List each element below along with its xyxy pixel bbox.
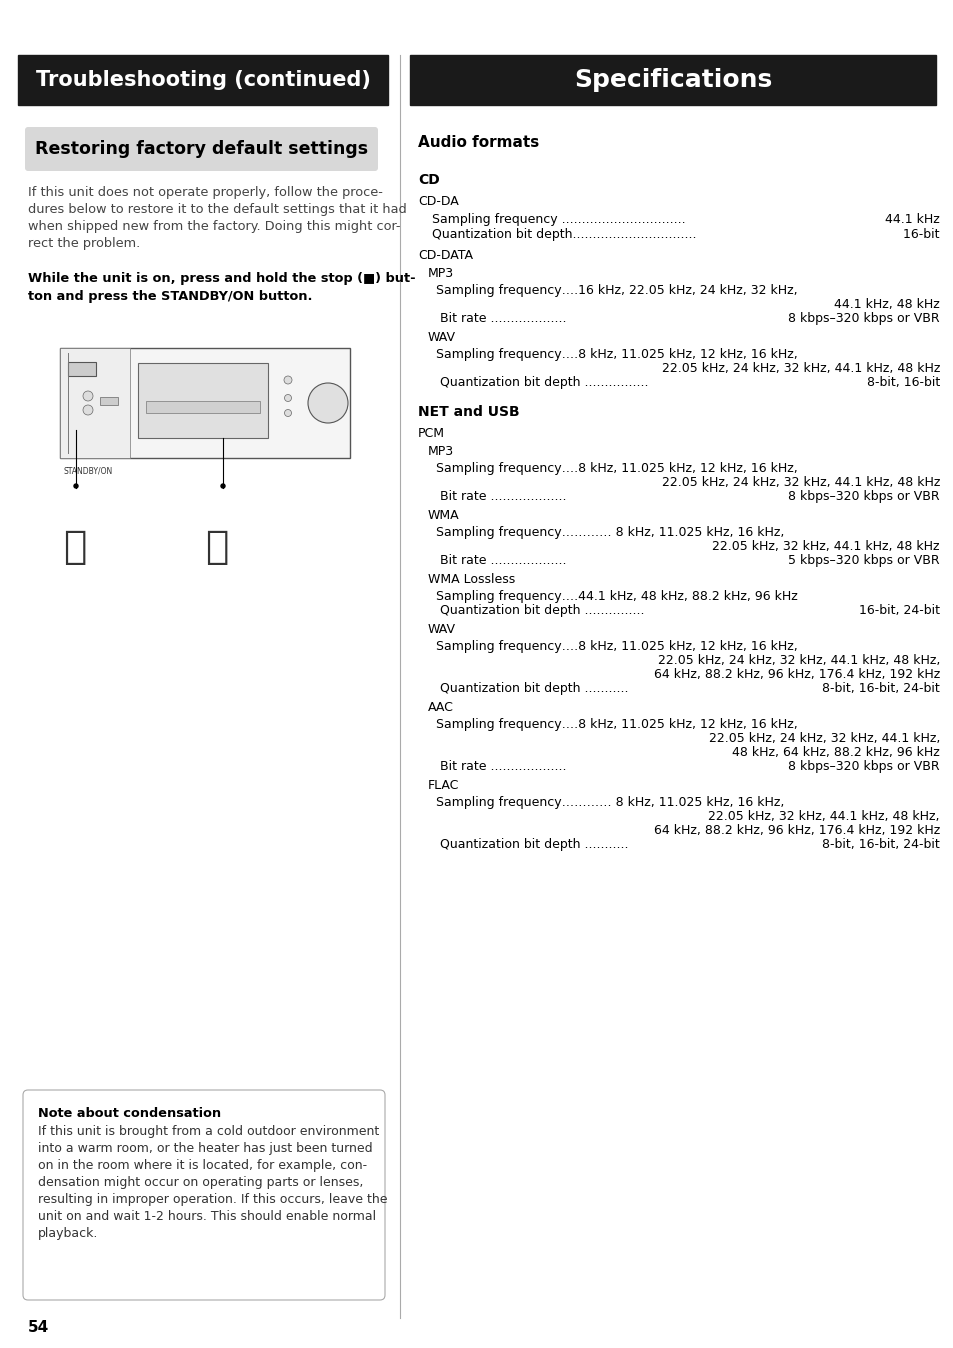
Text: 8-bit, 16-bit, 24-bit: 8-bit, 16-bit, 24-bit bbox=[821, 682, 939, 696]
Circle shape bbox=[221, 484, 225, 488]
Circle shape bbox=[308, 383, 348, 423]
Text: MP3: MP3 bbox=[428, 267, 454, 280]
Text: rect the problem.: rect the problem. bbox=[28, 237, 140, 249]
Text: 🤚: 🤚 bbox=[205, 528, 228, 566]
Text: WMA Lossless: WMA Lossless bbox=[428, 573, 515, 586]
Text: WMA: WMA bbox=[428, 510, 459, 522]
Text: PCM: PCM bbox=[417, 427, 444, 439]
Text: FLAC: FLAC bbox=[428, 779, 459, 793]
Text: Quantization bit depth ...........: Quantization bit depth ........... bbox=[423, 682, 628, 696]
Text: Sampling frequency….8 kHz, 11.025 kHz, 12 kHz, 16 kHz,: Sampling frequency….8 kHz, 11.025 kHz, 1… bbox=[436, 718, 797, 731]
Bar bbox=[146, 400, 260, 412]
Text: 8 kbps–320 kbps or VBR: 8 kbps–320 kbps or VBR bbox=[787, 491, 939, 503]
Text: CD: CD bbox=[417, 173, 439, 187]
Text: Sampling frequency………… 8 kHz, 11.025 kHz, 16 kHz,: Sampling frequency………… 8 kHz, 11.025 kHz… bbox=[436, 797, 783, 809]
Text: While the unit is on, press and hold the stop (■) but-: While the unit is on, press and hold the… bbox=[28, 272, 416, 284]
Text: Specifications: Specifications bbox=[574, 67, 771, 92]
Text: 5 kbps–320 kbps or VBR: 5 kbps–320 kbps or VBR bbox=[787, 554, 939, 568]
Bar bbox=[60, 348, 350, 458]
Text: Quantization bit depth ...............: Quantization bit depth ............... bbox=[423, 604, 644, 617]
Text: unit on and wait 1-2 hours. This should enable normal: unit on and wait 1-2 hours. This should … bbox=[38, 1211, 375, 1223]
Text: CD-DA: CD-DA bbox=[417, 195, 458, 208]
Text: Bit rate ...................: Bit rate ................... bbox=[423, 491, 566, 503]
Text: If this unit does not operate properly, follow the proce-: If this unit does not operate properly, … bbox=[28, 186, 382, 200]
Bar bbox=[138, 363, 268, 438]
Text: 22.05 kHz, 32 kHz, 44.1 kHz, 48 kHz,: 22.05 kHz, 32 kHz, 44.1 kHz, 48 kHz, bbox=[708, 810, 939, 824]
Circle shape bbox=[83, 391, 92, 400]
Text: MP3: MP3 bbox=[428, 445, 454, 458]
Text: 44.1 kHz, 48 kHz: 44.1 kHz, 48 kHz bbox=[833, 298, 939, 311]
Circle shape bbox=[284, 376, 292, 384]
Text: 22.05 kHz, 24 kHz, 32 kHz, 44.1 kHz, 48 kHz: 22.05 kHz, 24 kHz, 32 kHz, 44.1 kHz, 48 … bbox=[661, 476, 939, 489]
Text: Sampling frequency….8 kHz, 11.025 kHz, 12 kHz, 16 kHz,: Sampling frequency….8 kHz, 11.025 kHz, 1… bbox=[436, 348, 797, 361]
Text: Restoring factory default settings: Restoring factory default settings bbox=[35, 140, 368, 158]
Text: Bit rate ...................: Bit rate ................... bbox=[423, 760, 566, 772]
Text: when shipped new from the factory. Doing this might cor-: when shipped new from the factory. Doing… bbox=[28, 220, 400, 233]
Text: 44.1 kHz: 44.1 kHz bbox=[884, 213, 939, 226]
Text: If this unit is brought from a cold outdoor environment: If this unit is brought from a cold outd… bbox=[38, 1126, 379, 1138]
Bar bbox=[68, 363, 96, 376]
Text: Sampling frequency….8 kHz, 11.025 kHz, 12 kHz, 16 kHz,: Sampling frequency….8 kHz, 11.025 kHz, 1… bbox=[436, 462, 797, 474]
Text: STANDBY/ON: STANDBY/ON bbox=[64, 466, 113, 474]
Text: CD-DATA: CD-DATA bbox=[417, 249, 473, 262]
Text: 22.05 kHz, 24 kHz, 32 kHz, 44.1 kHz, 48 kHz,: 22.05 kHz, 24 kHz, 32 kHz, 44.1 kHz, 48 … bbox=[657, 654, 939, 667]
Text: resulting in improper operation. If this occurs, leave the: resulting in improper operation. If this… bbox=[38, 1193, 387, 1206]
Text: 16-bit, 24-bit: 16-bit, 24-bit bbox=[854, 604, 939, 617]
Text: 🤚: 🤚 bbox=[63, 528, 87, 566]
Text: Note about condensation: Note about condensation bbox=[38, 1107, 221, 1120]
Text: 22.05 kHz, 24 kHz, 32 kHz, 44.1 kHz,: 22.05 kHz, 24 kHz, 32 kHz, 44.1 kHz, bbox=[708, 732, 939, 745]
Text: 8 kbps–320 kbps or VBR: 8 kbps–320 kbps or VBR bbox=[787, 760, 939, 772]
Circle shape bbox=[83, 404, 92, 415]
Text: densation might occur on operating parts or lenses,: densation might occur on operating parts… bbox=[38, 1175, 363, 1189]
Bar bbox=[18, 55, 388, 105]
Text: Sampling frequency….16 kHz, 22.05 kHz, 24 kHz, 32 kHz,: Sampling frequency….16 kHz, 22.05 kHz, 2… bbox=[436, 284, 797, 297]
Text: Sampling frequency ...............................: Sampling frequency .....................… bbox=[423, 213, 685, 226]
Text: WAV: WAV bbox=[428, 332, 456, 344]
Text: Quantization bit depth...............................: Quantization bit depth..................… bbox=[423, 228, 696, 241]
Bar bbox=[100, 398, 118, 404]
Text: Bit rate ...................: Bit rate ................... bbox=[423, 311, 566, 325]
Text: Troubleshooting (continued): Troubleshooting (continued) bbox=[35, 70, 370, 90]
Text: 64 kHz, 88.2 kHz, 96 kHz, 176.4 kHz, 192 kHz: 64 kHz, 88.2 kHz, 96 kHz, 176.4 kHz, 192… bbox=[653, 824, 939, 837]
Text: 8 kbps–320 kbps or VBR: 8 kbps–320 kbps or VBR bbox=[787, 311, 939, 325]
Text: Bit rate ...................: Bit rate ................... bbox=[423, 554, 566, 568]
Circle shape bbox=[74, 484, 78, 488]
Text: 22.05 kHz, 32 kHz, 44.1 kHz, 48 kHz: 22.05 kHz, 32 kHz, 44.1 kHz, 48 kHz bbox=[712, 541, 939, 553]
Text: Quantization bit depth ................: Quantization bit depth ................ bbox=[423, 376, 648, 390]
FancyBboxPatch shape bbox=[25, 127, 377, 171]
Text: into a warm room, or the heater has just been turned: into a warm room, or the heater has just… bbox=[38, 1142, 373, 1155]
Text: 22.05 kHz, 24 kHz, 32 kHz, 44.1 kHz, 48 kHz: 22.05 kHz, 24 kHz, 32 kHz, 44.1 kHz, 48 … bbox=[661, 363, 939, 375]
Text: 16-bit: 16-bit bbox=[899, 228, 939, 241]
Text: WAV: WAV bbox=[428, 623, 456, 636]
Circle shape bbox=[284, 395, 292, 402]
Text: AAC: AAC bbox=[428, 701, 454, 714]
Text: playback.: playback. bbox=[38, 1227, 98, 1240]
Text: Sampling frequency….44.1 kHz, 48 kHz, 88.2 kHz, 96 kHz: Sampling frequency….44.1 kHz, 48 kHz, 88… bbox=[436, 590, 797, 603]
Text: Audio formats: Audio formats bbox=[417, 135, 538, 150]
Text: on in the room where it is located, for example, con-: on in the room where it is located, for … bbox=[38, 1159, 367, 1171]
Text: 8-bit, 16-bit, 24-bit: 8-bit, 16-bit, 24-bit bbox=[821, 838, 939, 851]
Text: Quantization bit depth ...........: Quantization bit depth ........... bbox=[423, 838, 628, 851]
Text: 64 kHz, 88.2 kHz, 96 kHz, 176.4 kHz, 192 kHz: 64 kHz, 88.2 kHz, 96 kHz, 176.4 kHz, 192… bbox=[653, 669, 939, 681]
Text: dures below to restore it to the default settings that it had: dures below to restore it to the default… bbox=[28, 204, 406, 216]
Bar bbox=[60, 348, 130, 458]
Text: 54: 54 bbox=[28, 1320, 50, 1335]
Text: 8-bit, 16-bit: 8-bit, 16-bit bbox=[866, 376, 939, 390]
Text: Sampling frequency………… 8 kHz, 11.025 kHz, 16 kHz,: Sampling frequency………… 8 kHz, 11.025 kHz… bbox=[436, 526, 783, 539]
Circle shape bbox=[284, 410, 292, 417]
Text: Sampling frequency….8 kHz, 11.025 kHz, 12 kHz, 16 kHz,: Sampling frequency….8 kHz, 11.025 kHz, 1… bbox=[436, 640, 797, 652]
FancyBboxPatch shape bbox=[23, 1091, 385, 1299]
Text: 48 kHz, 64 kHz, 88.2 kHz, 96 kHz: 48 kHz, 64 kHz, 88.2 kHz, 96 kHz bbox=[732, 745, 939, 759]
Bar bbox=[410, 55, 935, 105]
Text: NET and USB: NET and USB bbox=[417, 404, 519, 419]
Text: ton and press the STANDBY/ON button.: ton and press the STANDBY/ON button. bbox=[28, 290, 313, 303]
